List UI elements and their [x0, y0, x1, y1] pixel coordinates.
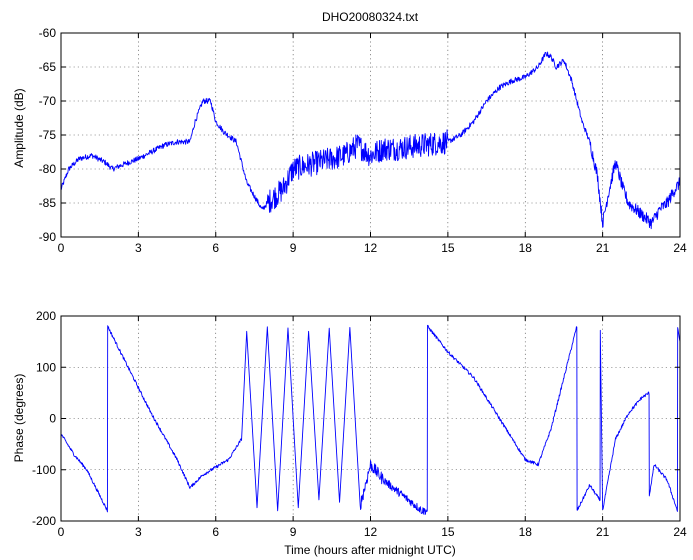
amplitude-y-tick-label: -70: [39, 94, 57, 108]
time-x-label: Time (hours after midnight UTC): [284, 543, 456, 557]
chart-title-top: DHO20080324.txt: [322, 10, 419, 24]
phase-x-tick-label: 18: [519, 525, 533, 539]
phase-x-tick-label: 12: [364, 525, 378, 539]
amplitude-x-tick-label: 9: [290, 241, 297, 255]
amplitude-x-tick-label: 21: [596, 241, 610, 255]
phase-x-tick-label: 24: [673, 525, 687, 539]
amplitude-y-tick-label: -80: [39, 162, 57, 176]
phase-x-tick-label: 15: [441, 525, 455, 539]
phase-trace: [60, 324, 681, 516]
phase-x-tick-label: 6: [212, 525, 219, 539]
phase-y-label: Phase (degrees): [12, 374, 26, 463]
amplitude-y-tick-label: -60: [39, 26, 57, 40]
amplitude-y-tick-label: -75: [39, 128, 57, 142]
phase-y-tick-label: 0: [49, 412, 56, 426]
amplitude-trace: [60, 51, 681, 230]
phase-x-tick-label: 3: [135, 525, 142, 539]
amplitude-x-tick-label: 0: [58, 241, 65, 255]
phase-axes: 0 3 6 9 12 15 18 21 24 -200 -100 0 100 200: [32, 309, 687, 539]
phase-x-tick-label: 0: [58, 525, 65, 539]
amplitude-y-tick-label: -85: [39, 196, 57, 210]
amplitude-x-tick-label: 24: [673, 241, 687, 255]
phase-x-tick-label: 21: [596, 525, 610, 539]
amplitude-x-tick-label: 3: [135, 241, 142, 255]
amplitude-x-tick-label: 18: [519, 241, 533, 255]
amplitude-y-label: Amplitude (dB): [12, 88, 26, 167]
amplitude-y-tick-label: -90: [39, 230, 57, 244]
phase-y-tick-label: 200: [36, 309, 56, 323]
amplitude-x-tick-label: 6: [212, 241, 219, 255]
amplitude-y-tick-label: -65: [39, 60, 57, 74]
phase-x-tick-label: 9: [290, 525, 297, 539]
phase-y-tick-label: -100: [32, 463, 56, 477]
amplitude-x-tick-label: 12: [364, 241, 378, 255]
amplitude-x-tick-label: 15: [441, 241, 455, 255]
phase-y-tick-label: -200: [32, 514, 56, 528]
phase-y-tick-label: 100: [36, 360, 56, 374]
amplitude-axes: 0 3 6 9 12 15 18 21 24 -90 -85 -80 -75 -70 -65 -60: [39, 26, 687, 255]
